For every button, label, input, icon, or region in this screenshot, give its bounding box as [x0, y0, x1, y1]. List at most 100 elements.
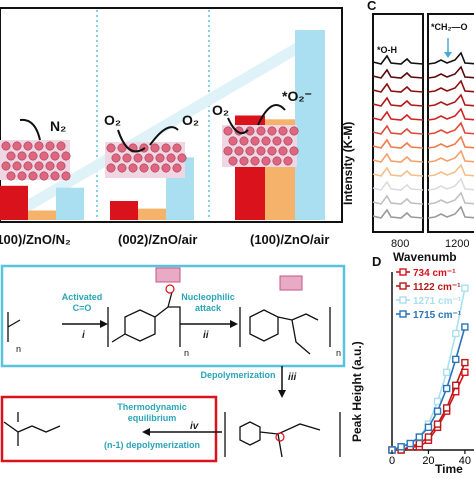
gas-o2-out-002: O₂: [182, 112, 200, 128]
negative-charge-o: [275, 432, 285, 442]
arrow-step-iv-head: [142, 428, 150, 436]
subscript-n-2: n: [184, 348, 190, 358]
subscript-n-1: n: [16, 344, 22, 354]
zn-atom: [45, 161, 55, 171]
tick-1200: 1200: [445, 238, 470, 250]
zn-atom: [278, 126, 288, 136]
zn-atom: [23, 141, 33, 151]
zn-atom: [12, 161, 22, 171]
series-point-2-7: [452, 329, 460, 338]
panel-a: N₂ O₂ O₂ O₂ *O₂⁻ (100)/ZnO/N₂ (002)/ZnO/…: [0, 0, 345, 252]
arrow-o2-100-out: [257, 104, 286, 126]
series-point-2-8: [461, 284, 469, 292]
zn-atom: [256, 126, 266, 136]
panel-d-letter: D: [372, 254, 382, 269]
gas-o2-superoxide: *O₂⁻: [282, 88, 312, 104]
series-point-1-3: [415, 439, 424, 448]
legend-label-2: 1271 cm⁻¹: [413, 296, 462, 307]
gas-n2-label: N₂: [50, 118, 67, 134]
zn-atom: [172, 163, 182, 173]
spectrum-right-9: [427, 177, 474, 191]
zn-atom: [166, 153, 176, 163]
zn-atom: [261, 156, 271, 166]
legend-label-1: 1122 cm⁻¹: [413, 282, 461, 293]
zn-atom: [161, 163, 171, 173]
spectrum-left-8: [372, 166, 424, 177]
zn-atom: [267, 126, 277, 136]
series-point-1-7: [452, 381, 460, 389]
bar-2-2: [295, 30, 325, 220]
series-point-3-2: [406, 439, 414, 448]
zn-atom: [239, 136, 249, 146]
activation-box: [0, 264, 346, 368]
zn-atom: [272, 156, 282, 166]
zn-atom: [122, 153, 132, 163]
x-tick-label-1: 20: [422, 455, 434, 467]
line-chart: 734 cm⁻¹ 1122 cm⁻¹ 1271 cm⁻¹ 1715 cm⁻¹ 0 20 40: [388, 268, 474, 467]
zn-atom: [17, 171, 27, 181]
zn-atom: [12, 141, 22, 151]
step-iv-label: iv: [190, 421, 199, 432]
molecule-intermediate: [239, 307, 331, 355]
arrow-o2-100-in: [227, 117, 249, 134]
bar-0-0: [0, 185, 28, 220]
legend-marker-1: [399, 282, 407, 290]
zn-atom: [272, 136, 282, 146]
bar-1-1: [138, 208, 166, 220]
zn-atom: [34, 161, 44, 171]
arrow-n2: [19, 118, 41, 141]
zn-atom: [234, 146, 244, 156]
series-point-3-3: [415, 433, 424, 441]
series-point-3-1: [397, 443, 405, 451]
panel-c-letter: C: [367, 0, 377, 13]
gas-o2-in-002: O₂: [104, 112, 122, 128]
legend-marker-0: [399, 268, 407, 276]
spectrum-right-8: [427, 163, 474, 177]
zn-atom: [256, 146, 266, 156]
spectrum-left-1: [372, 68, 424, 79]
spectrum-left-7: [372, 152, 424, 163]
zn-atom: [111, 153, 121, 163]
zn-atom: [61, 171, 71, 181]
tick-800: 800: [391, 238, 410, 250]
zn-atom: [106, 143, 116, 153]
depolymerization-label: Depolymerization: [200, 370, 276, 380]
series-point-1-4: [424, 433, 433, 441]
series-point-3-4: [424, 423, 433, 432]
spectrum-left-10: [372, 194, 424, 205]
peak-marker-head: [444, 52, 452, 58]
zn-atom: [177, 153, 187, 163]
spectrum-right-5: [427, 121, 474, 135]
series-point-3-6: [442, 384, 451, 393]
thermodynamic-label: Thermodynamic equilibrium: [117, 402, 187, 423]
spectrum-box-1: [372, 13, 424, 233]
n-1-depolymerization-label: (n-1) depolymerization: [103, 440, 200, 450]
zn-atom: [172, 143, 182, 153]
zn-atom: [6, 171, 16, 181]
zn-atom: [17, 151, 27, 161]
spectrum-left-9: [372, 180, 424, 191]
series-point-2-6: [442, 368, 451, 377]
condition-label-1: (100)/ZnO/N₂: [0, 232, 71, 247]
series-point-1-6: [442, 404, 451, 412]
molecule-start: [7, 312, 21, 342]
spectrum-left-5: [372, 124, 424, 135]
zno-site-2: [279, 275, 303, 291]
series-point-1-8: [461, 358, 469, 367]
spectrum-left-3: [372, 96, 424, 107]
panel-c: C Intensity (K-M) *O-H *CH₂—O 800 1200 W…: [341, 0, 474, 264]
legend-marker-3: [399, 310, 407, 318]
spectrum-right-10: [427, 191, 474, 205]
zn-atom: [1, 141, 11, 151]
bar-0-2: [56, 187, 84, 220]
peak-oh-label: *O-H: [377, 45, 397, 55]
zn-atom: [39, 151, 49, 161]
zn-atom: [223, 126, 233, 136]
x-tick-label-2: 40: [459, 455, 471, 467]
zno-site-1: [155, 267, 181, 283]
spectrum-left-4: [372, 110, 424, 121]
zn-atom: [144, 153, 154, 163]
bar-1-0: [110, 201, 138, 220]
zn-atom: [161, 143, 171, 153]
zn-atom: [45, 141, 55, 151]
